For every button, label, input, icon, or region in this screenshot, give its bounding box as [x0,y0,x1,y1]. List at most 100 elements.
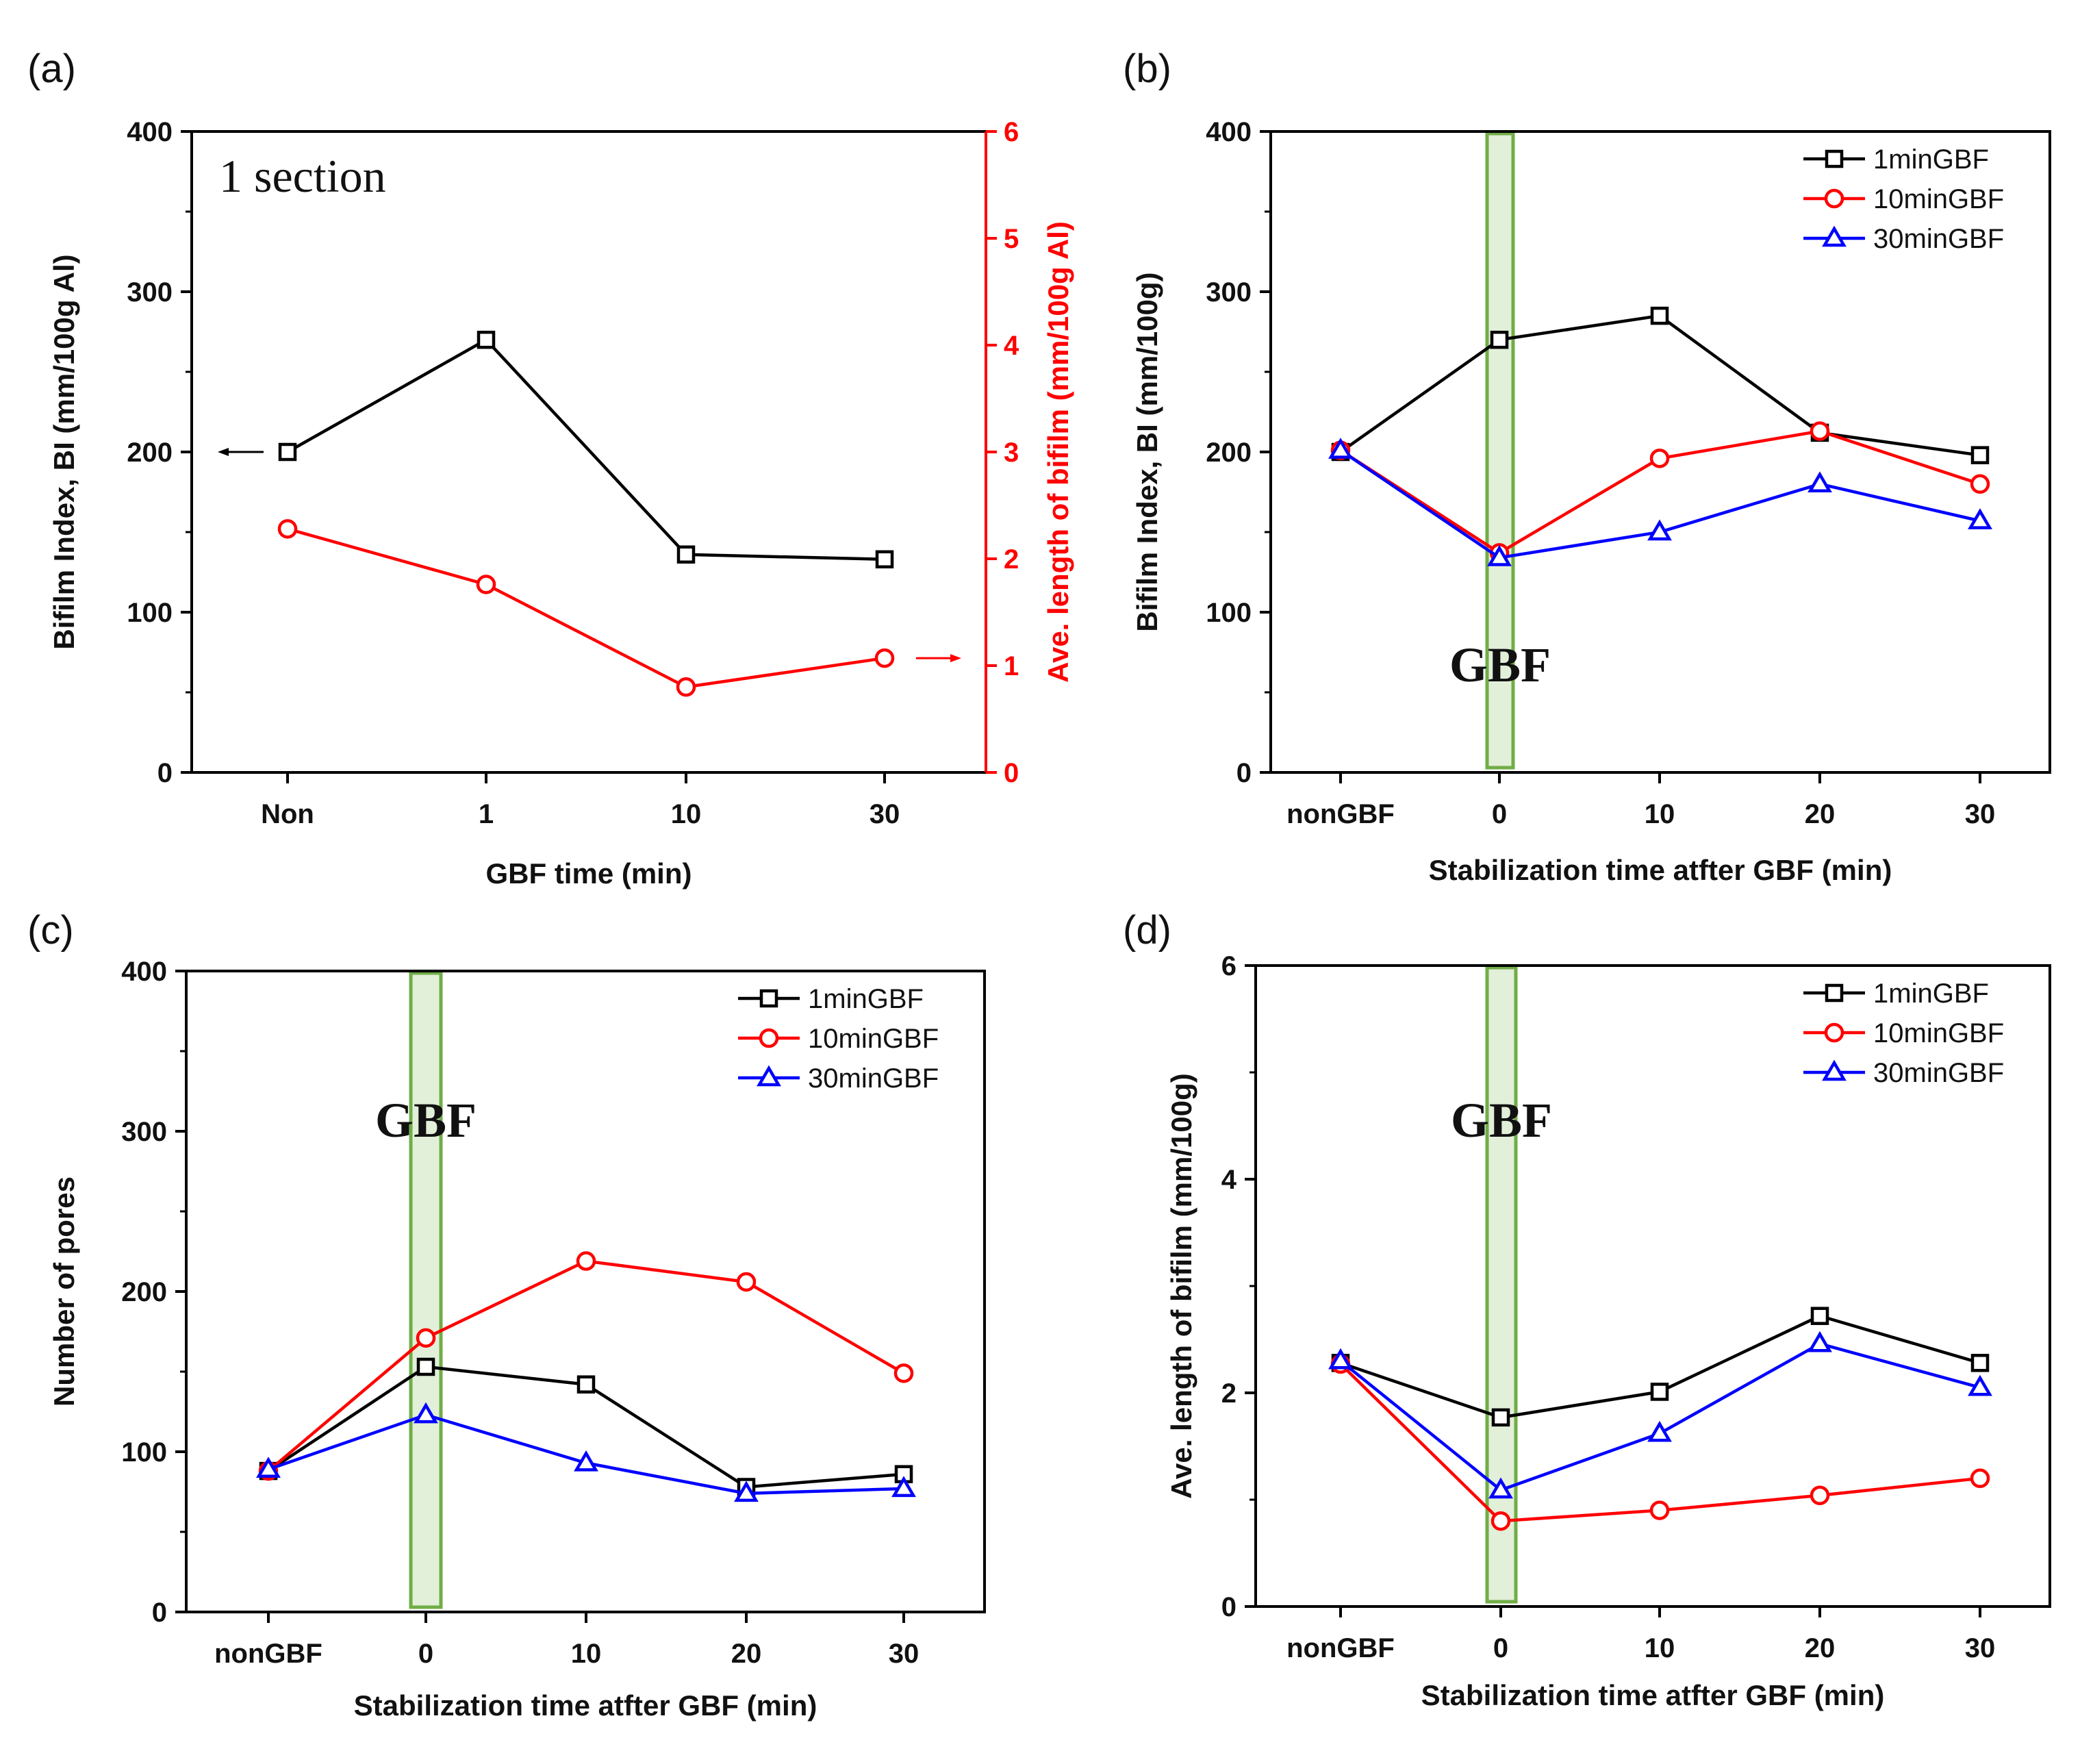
x-tick-label: 30 [889,1639,919,1669]
data-point [476,575,496,594]
data-point [1970,1468,1990,1489]
legend-label: 10minGBF [1873,1018,2004,1048]
series-30mingbf [256,1402,916,1502]
y-axis-title: Bifilm Index, BI (mm/100g) [1131,272,1163,631]
y2-tick-label: 0 [1004,758,1019,788]
legend-marker [1824,188,1844,209]
y-tick-label: 200 [121,1277,167,1307]
legend-marker [1824,1022,1844,1043]
series-line [1340,1314,1981,1420]
x-axis-title: Stabilization time atfter GBF (min) [1421,1679,1885,1711]
data-point [1328,438,1353,459]
x-tick-label: nonGBF [214,1639,322,1669]
series-line [286,338,885,562]
data-point [736,1272,757,1292]
data-point [1968,508,1992,529]
legend-label: 1minGBF [1873,144,1989,175]
y-tick-label: 100 [1206,598,1252,628]
legend-marker [1825,149,1844,168]
legend: 1minGBF 10minGBF 30minGBF [1803,979,2004,1088]
x-tick-label: 30 [1965,799,1996,829]
y2-tick-label: 3 [1004,438,1019,468]
legend-label: 30minGBF [1873,224,2004,254]
data-point [1491,1511,1511,1531]
series-bifilm-index [278,330,894,569]
y-tick-label: 100 [121,1437,167,1467]
y-tick-label: 400 [127,117,173,147]
data-point [477,330,496,349]
data-point [1810,1485,1830,1506]
data-point [874,648,895,668]
y-axis-title: Ave. length of bifilm (mm/100g) [1165,1073,1197,1499]
data-point [1328,1348,1353,1370]
legend-label: 1minGBF [808,984,924,1014]
legend-marker [759,1028,779,1048]
data-point [576,1375,596,1394]
data-point [1491,1408,1510,1427]
data-point [891,1476,916,1498]
data-point [1649,1500,1670,1520]
x-tick-label: 0 [418,1639,433,1669]
data-point [1810,1307,1829,1325]
data-point [1650,1383,1669,1401]
legend: 1minGBF 10minGBF 30minGBF [1803,144,2004,254]
section-annotation: 1 section [219,150,386,202]
data-point [1649,449,1670,468]
y-tick-label: 0 [157,758,173,788]
y-tick-label: 400 [121,957,167,987]
series-10mingbf [1330,1354,1990,1531]
y-tick-label: 300 [127,277,173,307]
data-point [576,1251,596,1271]
y-tick-label: 2 [1221,1378,1236,1409]
data-point [1647,519,1672,541]
gbf-band [409,971,443,1609]
x-tick-label: 10 [1645,799,1675,829]
data-point [734,1480,759,1502]
y2-tick-label: 5 [1004,224,1019,254]
series-1mingbf [1331,1307,1990,1427]
x-axis-title: GBF time (min) [486,857,692,890]
left-arrow-head [218,448,229,456]
legend-marker [759,989,778,1008]
chart-panel-c: (c) 0 100 200 300 400 nonGBF 0 10 20 30 Stabilizati… [27,908,986,1722]
x-axis-title: Stabilization time atfter GBF (min) [1429,854,1892,886]
data-point [416,1357,435,1376]
data-point [1968,1374,1992,1396]
legend-label: 10minGBF [808,1024,939,1054]
series-1mingbf [1331,306,1990,464]
legend-label: 10minGBF [1873,184,2004,214]
x-tick-label: 10 [1645,1633,1675,1663]
gbf-band-label: GBF [1449,638,1551,692]
legend-label: 30minGBF [808,1063,939,1094]
data-point [1970,1354,1990,1372]
x-tick-label: 1 [479,799,494,829]
series-1mingbf [259,1357,913,1496]
y-tick-label: 0 [1221,1592,1236,1622]
data-point [1650,306,1669,325]
panel-label: (b) [1123,47,1171,91]
x-tick-label: Non [261,799,314,829]
legend-marker [1822,1059,1847,1081]
y2-axis-title: Ave. length of bifilm (mm/100g Al) [1042,221,1074,683]
right-arrow-head [950,654,961,663]
data-point [1970,474,1990,494]
y-tick-label: 100 [127,598,173,628]
x-tick-label: 30 [870,799,900,829]
data-point [256,1457,281,1478]
gbf-band [1485,966,1518,1604]
panel-label: (a) [27,47,76,91]
chart-panel-d: (d) 0 2 4 6 nonGBF 0 10 20 30 Stabilization time a… [1123,908,2051,1711]
series-line [1339,1341,1981,1492]
x-tick-label: 0 [1493,1633,1508,1663]
y2-tick-label: 6 [1004,117,1019,147]
gbf-band [1485,131,1515,770]
x-axis-title: Stabilization time atfter GBF (min) [354,1689,817,1722]
gbf-band-label: GBF [375,1093,477,1148]
data-point [893,1363,914,1383]
data-point [1807,1331,1832,1352]
x-tick-label: 30 [1965,1633,1996,1663]
y2-tick-label: 2 [1004,544,1019,575]
y-axis-title: Number of pores [48,1176,80,1407]
